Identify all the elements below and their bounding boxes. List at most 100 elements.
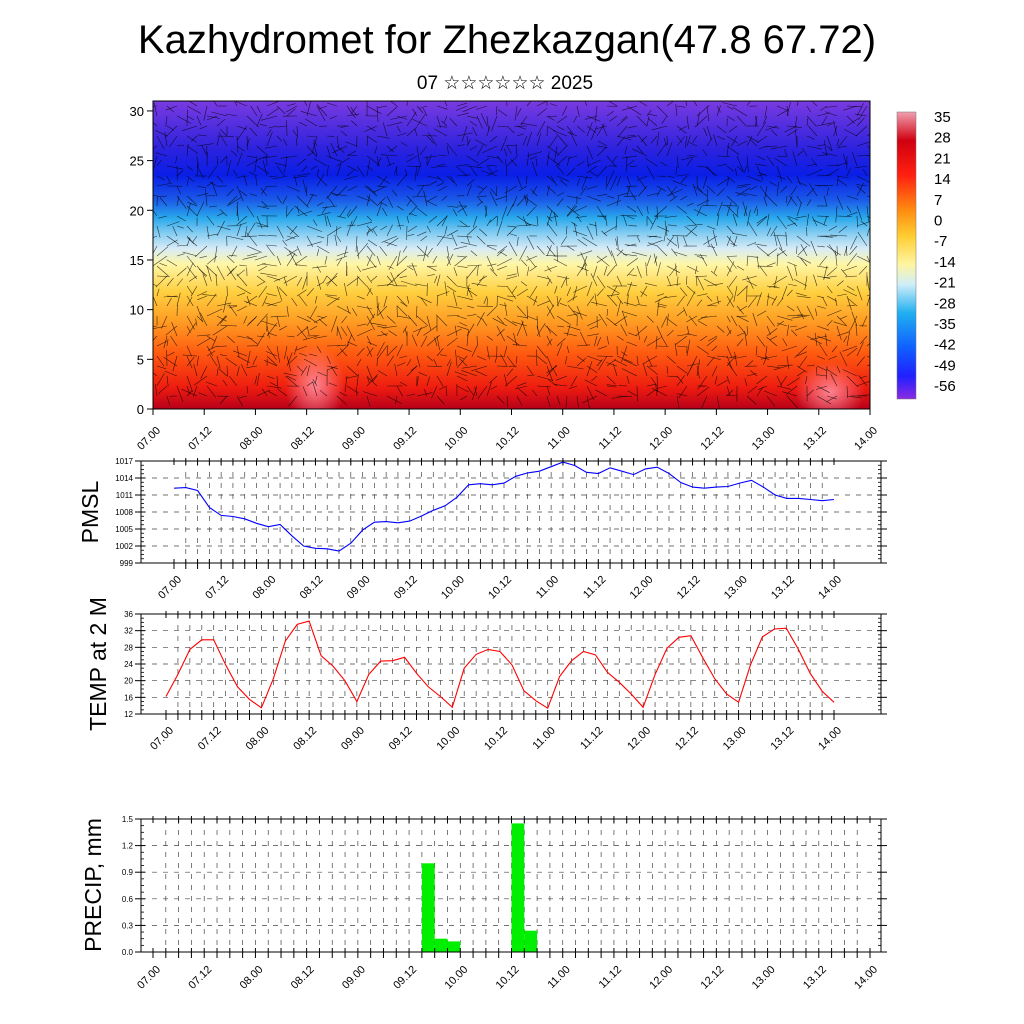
wind-barb (606, 308, 608, 317)
wind-barb (370, 322, 388, 327)
wind-barb (806, 118, 809, 127)
wind-barb (294, 174, 298, 187)
wind-barb (446, 359, 451, 367)
x-tick-label: 13.12 (768, 725, 796, 753)
wind-barb (153, 122, 158, 127)
wind-barb (435, 314, 448, 327)
wind-barb (157, 195, 168, 198)
wind-barb (645, 157, 658, 167)
wind-barb (282, 240, 288, 247)
wind-barb (766, 155, 775, 167)
wind-barb (326, 195, 335, 207)
wind-barb (696, 359, 701, 377)
wind-barb (176, 267, 187, 277)
wind-barb (646, 255, 652, 267)
wind-barb (459, 358, 468, 367)
wind-barb (716, 201, 723, 217)
wind-barb (317, 175, 328, 187)
wind-barb (676, 125, 687, 134)
wind-barb (733, 285, 738, 302)
wind-barb (386, 274, 400, 287)
wind-barb (256, 105, 261, 113)
wind-barb (645, 262, 648, 277)
wind-barb (356, 265, 362, 273)
wind-barb (780, 375, 788, 386)
wind-barb (648, 118, 658, 127)
wind-barb (445, 387, 448, 397)
x-tick-label: 10.12 (494, 964, 522, 992)
colorbar-label: -28 (934, 295, 956, 312)
wind-barb (396, 385, 404, 397)
wind-barb (256, 145, 269, 157)
wind-barb (846, 395, 862, 399)
wind-barb (856, 175, 870, 183)
wind-barb (816, 365, 827, 371)
wind-barb (596, 165, 608, 178)
wind-barb (153, 194, 158, 197)
wind-barb (546, 385, 551, 396)
wind-barb (816, 395, 832, 405)
wind-barb (181, 388, 198, 397)
wind-barb (606, 317, 618, 327)
wind-barb (806, 305, 815, 320)
y-tick-label: 0.3 (122, 921, 134, 930)
wind-barb (466, 184, 472, 197)
wind-barb (205, 189, 208, 207)
wind-barb (166, 105, 175, 113)
wind-barb (635, 325, 648, 336)
wind-barb (286, 185, 300, 192)
wind-barb (496, 155, 504, 164)
wind-barb (695, 275, 708, 278)
x-tick-label: 11.12 (597, 964, 624, 991)
wind-barb (264, 302, 278, 307)
wind-barb (489, 135, 498, 143)
wind-barb (756, 121, 767, 137)
wind-barb (246, 205, 255, 218)
wind-barb (479, 275, 488, 282)
wind-barb (186, 105, 202, 114)
wind-barb (356, 323, 367, 327)
wind-barb (794, 279, 808, 287)
wind-barb (486, 155, 500, 159)
wind-barb (438, 154, 448, 157)
wind-barb (200, 365, 208, 380)
wind-barb (316, 345, 322, 353)
wind-barb (380, 154, 398, 157)
wind-barb (313, 219, 318, 227)
wind-barb (486, 245, 498, 247)
wind-barb (512, 344, 528, 347)
wind-barb (225, 113, 238, 117)
wind-barb (516, 237, 519, 247)
wind-barb (416, 315, 429, 326)
wind-barb (159, 197, 168, 207)
wind-barb (606, 105, 618, 107)
wind-barb (682, 235, 688, 247)
wind-barb (660, 335, 668, 347)
wind-barb (703, 127, 708, 137)
wind-barb (735, 192, 748, 197)
wind-barb (236, 366, 240, 377)
wind-barb (335, 225, 338, 236)
wind-barb (601, 230, 608, 237)
wind-barb (686, 363, 700, 367)
wind-barb (412, 195, 428, 198)
wind-barb (406, 199, 412, 207)
wind-barb (436, 335, 440, 351)
wind-barb (626, 185, 638, 187)
wind-barb (638, 185, 648, 197)
wind-barb (366, 245, 376, 257)
wind-barb (462, 365, 478, 369)
wind-barb (336, 251, 349, 257)
wind-barb (239, 264, 248, 267)
wind-barb (846, 105, 862, 108)
wind-barb (466, 225, 478, 236)
wind-barb (553, 211, 558, 227)
wind-barb (199, 125, 208, 130)
wind-barb (460, 241, 478, 247)
wind-barb (500, 251, 508, 257)
wind-barb (776, 165, 783, 182)
wind-barb (794, 345, 808, 358)
wind-barb (226, 160, 232, 177)
wind-barb (554, 145, 558, 163)
wind-barb (402, 245, 408, 253)
